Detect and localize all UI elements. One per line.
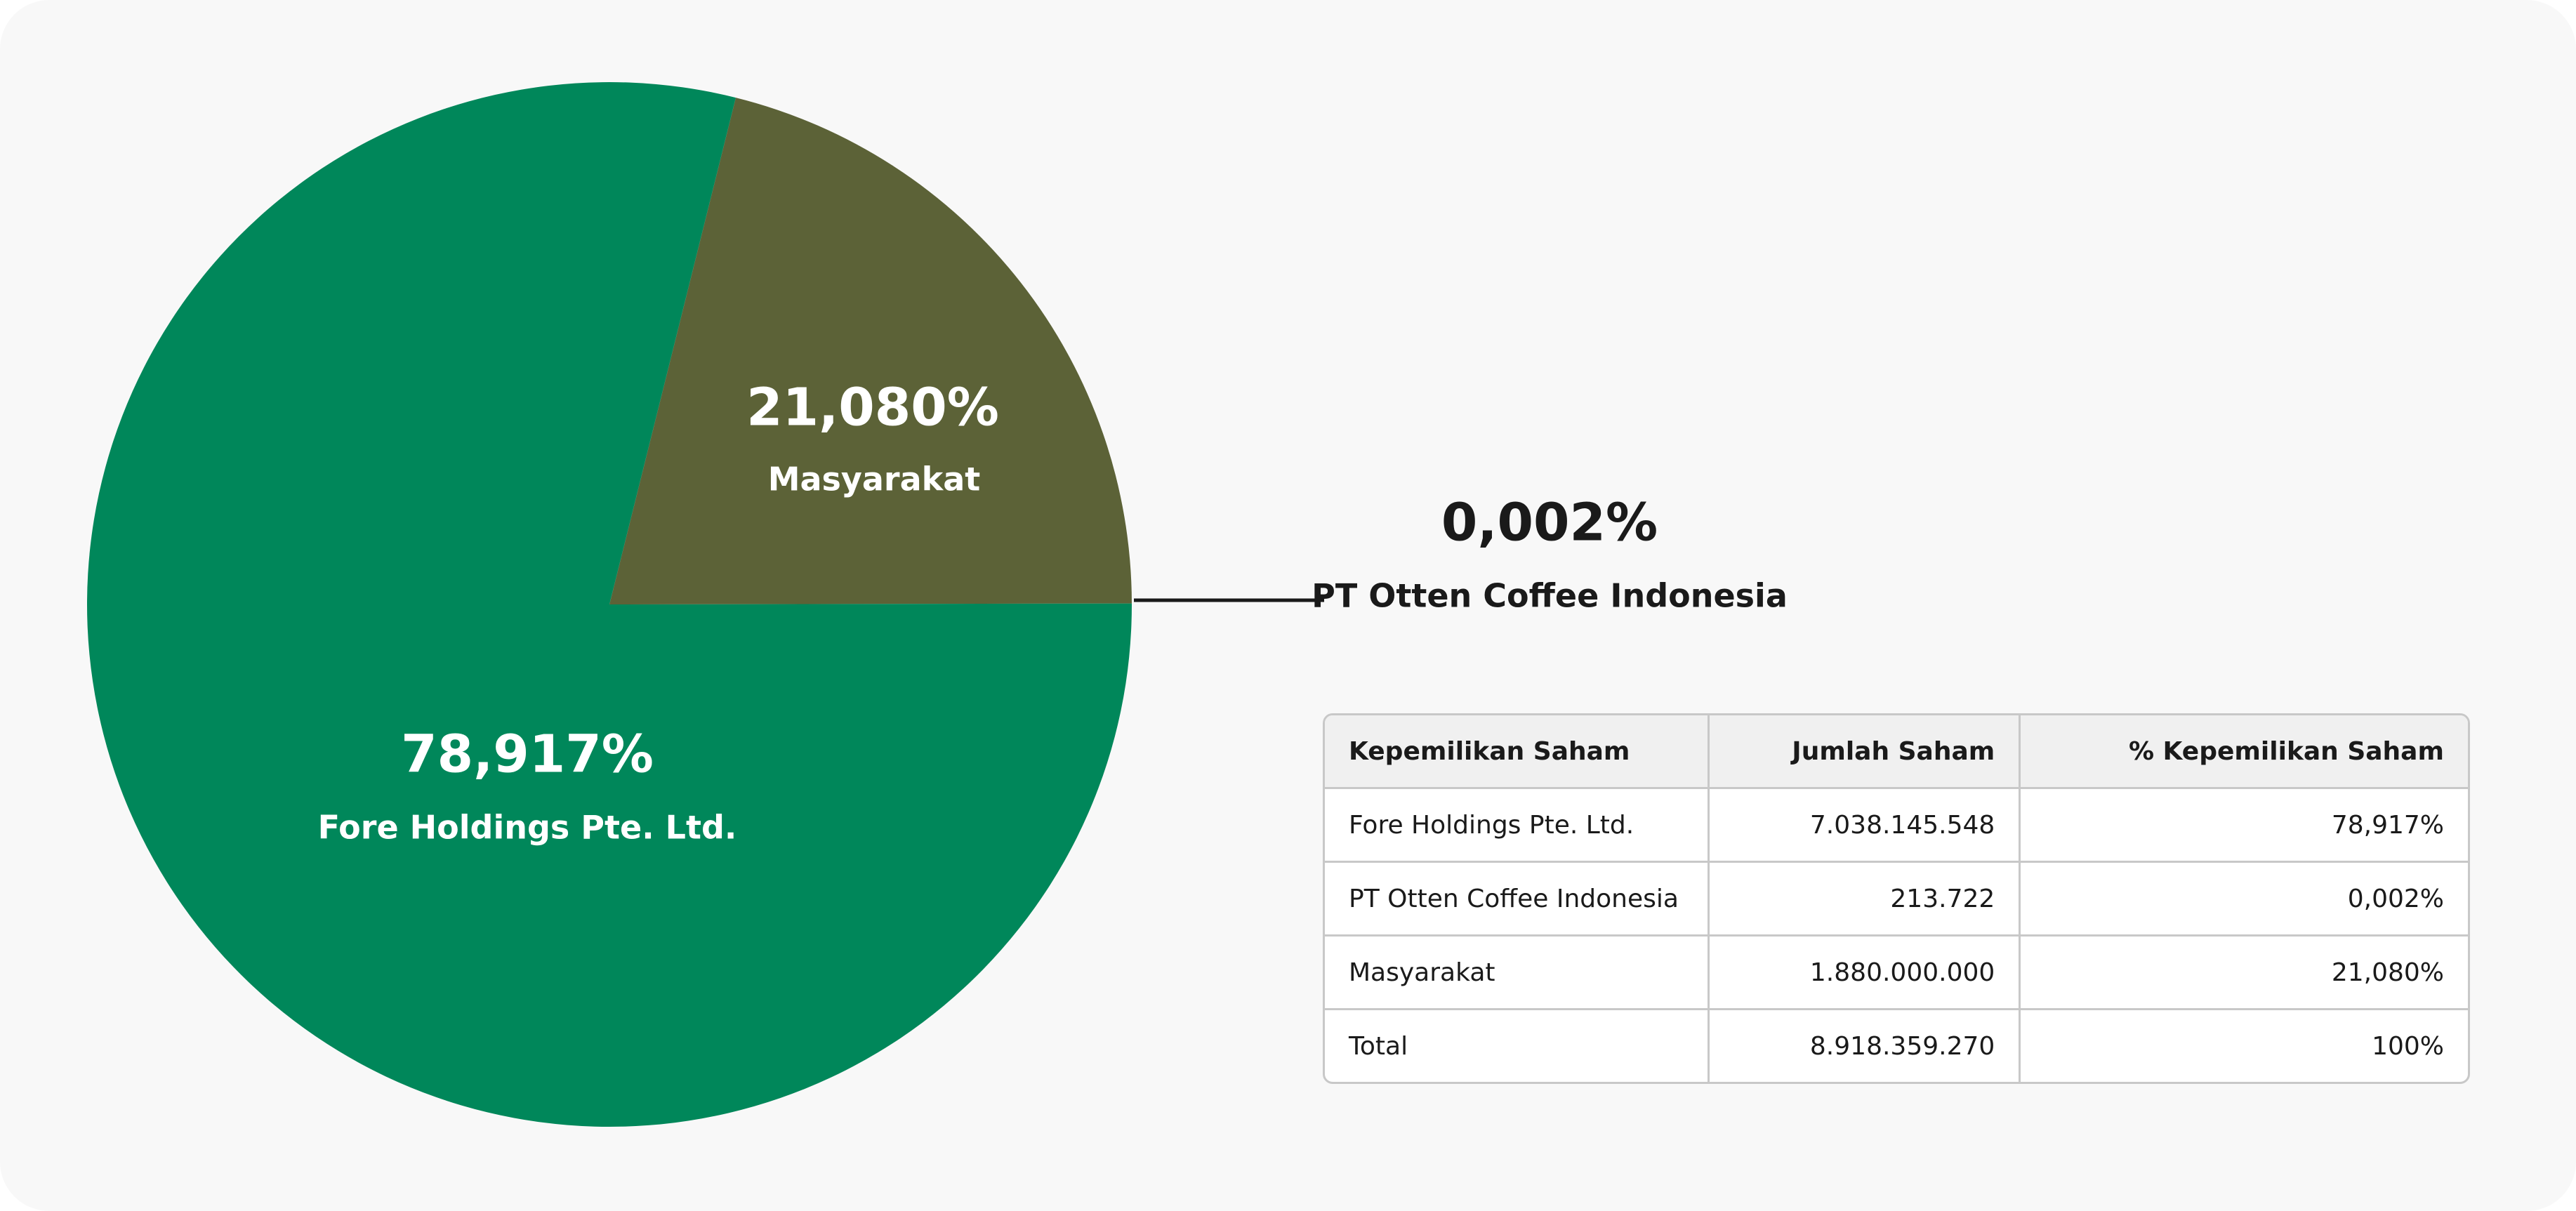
header-cell: Jumlah Saham — [1710, 715, 2021, 789]
table-row: Total 8.918.359.270 100% — [1325, 1010, 2468, 1082]
table-cell: Total — [1325, 1010, 1710, 1082]
table-body: Fore Holdings Pte. Ltd. 7.038.145.548 78,9… — [1325, 789, 2468, 1082]
table-cell: 78,917% — [2021, 789, 2468, 863]
table-cell: 0,002% — [2021, 863, 2468, 937]
slice-value-label: 78,917% — [401, 724, 654, 785]
header-row: Kepemilikan Saham Jumlah Saham% Kepemilik… — [1325, 715, 2468, 789]
slice-name-label: PT Otten Coffee Indonesia — [1312, 577, 1788, 615]
header-cell: Kepemilikan Saham — [1325, 715, 1710, 789]
table-cell: 21,080% — [2021, 937, 2468, 1010]
header-cell: % Kepemilikan Saham — [2021, 715, 2468, 789]
table-row: PT Otten Coffee Indonesia 213.722 0,002% — [1325, 863, 2468, 937]
table-cell: 1.880.000.000 — [1710, 937, 2021, 1010]
table-cell: Masyarakat — [1325, 937, 1710, 1010]
pie-slice — [609, 98, 1132, 604]
slice-name-label: Fore Holdings Pte. Ltd. — [318, 809, 737, 847]
table-row: Masyarakat 1.880.000.000 21,080% — [1325, 937, 2468, 1010]
pie-slice — [86, 81, 1132, 1127]
table-cell: 100% — [2372, 1031, 2444, 1061]
slice-name-label: Masyarakat — [768, 461, 981, 498]
slice-value-label: 0,002% — [1441, 493, 1658, 553]
table-cell: 213.722 — [1710, 863, 2021, 937]
table-cell: Fore Holdings Pte. Ltd. — [1325, 789, 1710, 863]
table-cell: 8.918.359.270 — [1710, 1010, 2021, 1082]
table-cell: PT Otten Coffee Indonesia — [1325, 863, 1710, 937]
slice-value-label: 21,080% — [746, 378, 999, 438]
ownership-table: Kepemilikan Saham Jumlah Saham% Kepemilik… — [1323, 713, 2470, 1084]
table-cell: 7.038.145.548 — [1710, 789, 2021, 863]
table-row: Fore Holdings Pte. Ltd. 7.038.145.548 78,9… — [1325, 789, 2468, 863]
